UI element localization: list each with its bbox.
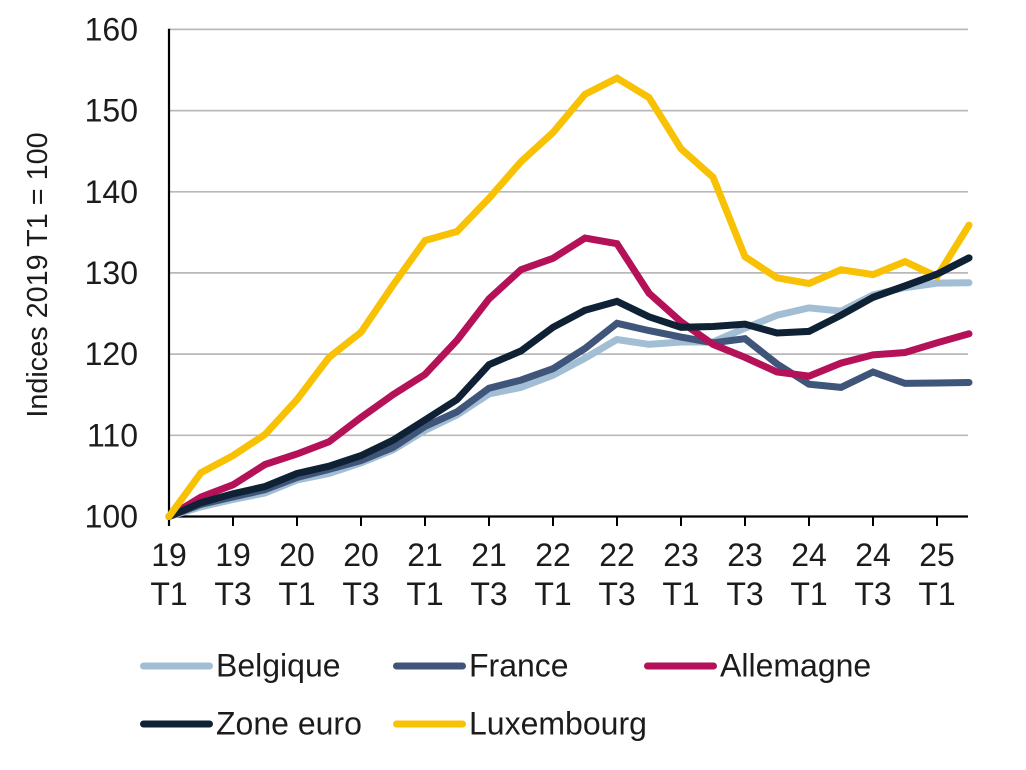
svg-text:22: 22 [599, 537, 635, 573]
svg-text:19: 19 [151, 537, 187, 573]
svg-text:130: 130 [85, 255, 138, 291]
svg-text:25: 25 [919, 537, 955, 573]
svg-text:100: 100 [85, 499, 138, 535]
svg-text:T1: T1 [534, 576, 571, 612]
svg-text:T1: T1 [918, 576, 955, 612]
svg-text:150: 150 [85, 93, 138, 129]
svg-text:T3: T3 [214, 576, 251, 612]
svg-text:19: 19 [215, 537, 251, 573]
svg-text:France: France [469, 648, 569, 684]
svg-text:T3: T3 [854, 576, 891, 612]
svg-text:21: 21 [407, 537, 443, 573]
svg-text:21: 21 [471, 537, 507, 573]
svg-text:T3: T3 [342, 576, 379, 612]
svg-text:T3: T3 [470, 576, 507, 612]
svg-text:24: 24 [791, 537, 827, 573]
svg-text:140: 140 [85, 174, 138, 210]
svg-text:110: 110 [87, 417, 138, 453]
svg-text:Zone euro: Zone euro [216, 706, 362, 742]
svg-text:160: 160 [85, 11, 138, 47]
svg-text:T1: T1 [662, 576, 699, 612]
svg-text:T1: T1 [278, 576, 315, 612]
svg-text:24: 24 [855, 537, 891, 573]
svg-text:Indices 2019 T1 = 100: Indices 2019 T1 = 100 [22, 132, 54, 417]
svg-text:T3: T3 [726, 576, 763, 612]
svg-text:120: 120 [85, 336, 138, 372]
svg-text:T1: T1 [790, 576, 827, 612]
svg-text:23: 23 [727, 537, 763, 573]
svg-text:T3: T3 [598, 576, 635, 612]
svg-text:23: 23 [663, 537, 699, 573]
svg-text:Luxembourg: Luxembourg [469, 706, 647, 742]
svg-text:20: 20 [279, 537, 315, 573]
svg-text:22: 22 [535, 537, 571, 573]
svg-text:20: 20 [343, 537, 379, 573]
svg-text:Allemagne: Allemagne [720, 648, 871, 684]
svg-text:T1: T1 [150, 576, 187, 612]
svg-text:T1: T1 [406, 576, 443, 612]
svg-text:Belgique: Belgique [216, 648, 341, 684]
